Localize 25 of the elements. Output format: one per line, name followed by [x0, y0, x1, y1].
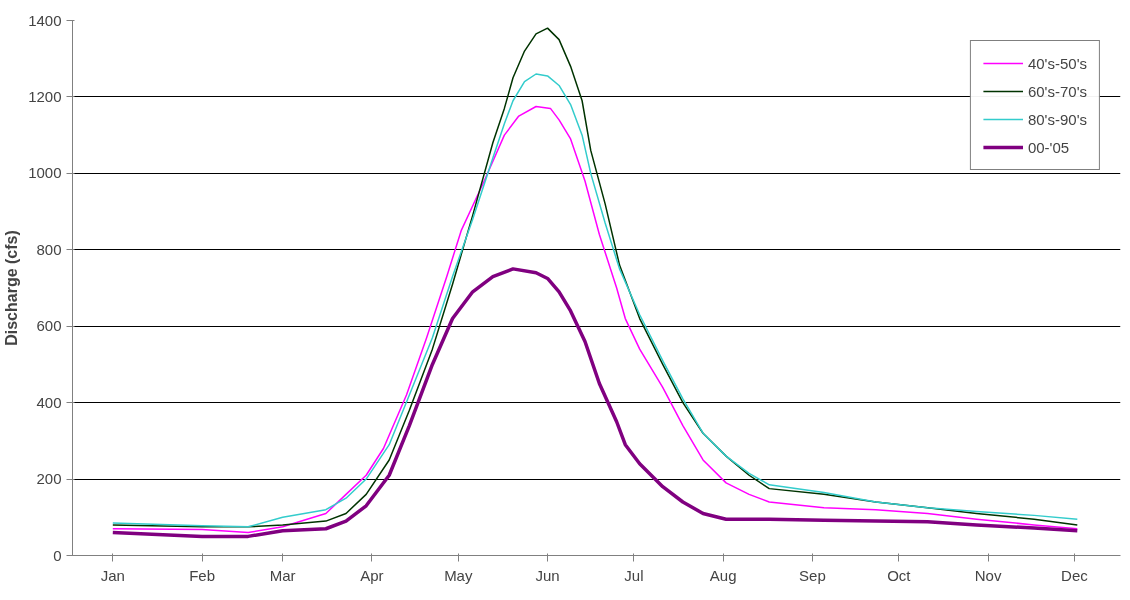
x-tick-label: Oct — [887, 566, 912, 584]
y-tick-label: 1000 — [28, 164, 62, 182]
y-tick-label: 800 — [36, 240, 62, 258]
x-tick-label: Apr — [360, 566, 384, 584]
legend-label: 60's-70's — [1027, 82, 1087, 100]
y-tick-label: 600 — [36, 317, 62, 335]
y-tick-label: 0 — [53, 546, 62, 564]
y-axis-title: Discharge (cfs) — [3, 230, 21, 346]
legend-label: 00-'05 — [1027, 138, 1070, 156]
y-tick-label: 200 — [36, 470, 62, 488]
y-tick-label: 1400 — [28, 11, 62, 29]
x-tick-label: May — [444, 566, 473, 584]
y-tick-label: 400 — [36, 393, 62, 411]
x-tick-label: Jun — [535, 566, 560, 584]
x-tick-label: Jul — [624, 566, 644, 584]
legend-label: 40's-50's — [1027, 54, 1087, 72]
x-tick-label: Jan — [100, 566, 125, 584]
x-tick-label: Feb — [189, 566, 215, 584]
x-tick-label: Mar — [269, 566, 296, 584]
x-tick-label: Aug — [709, 566, 737, 584]
x-tick-label: Dec — [1061, 566, 1089, 584]
y-tick-label: 1200 — [28, 87, 62, 105]
legend-label: 80's-90's — [1027, 110, 1087, 128]
x-tick-label: Nov — [974, 566, 1002, 584]
x-tick-label: Sep — [799, 566, 826, 584]
